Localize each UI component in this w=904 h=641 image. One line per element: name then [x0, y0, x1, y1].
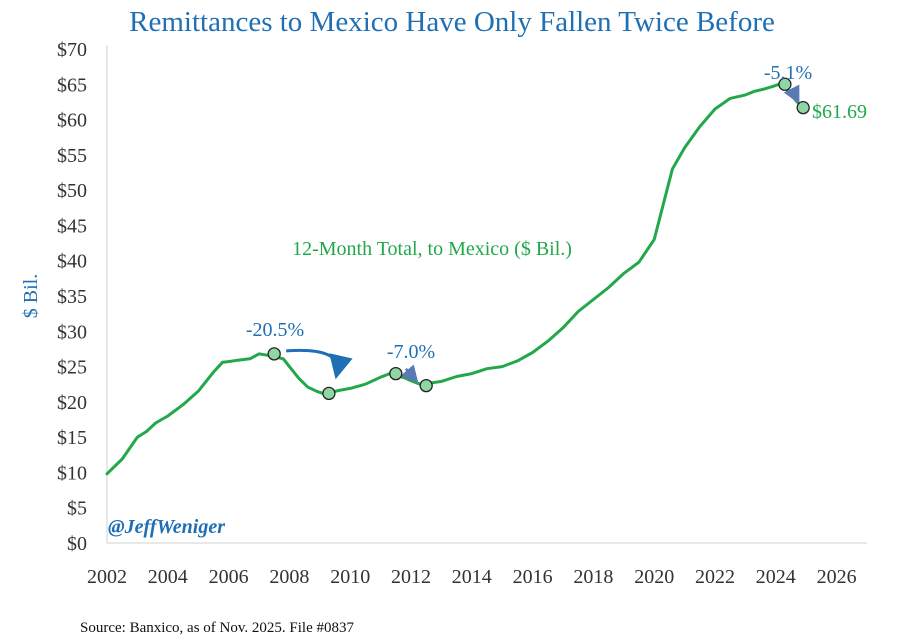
- arrow-layer: [286, 84, 800, 384]
- data-point-marker: [322, 386, 336, 401]
- y-tick-label: $65: [57, 74, 87, 96]
- y-tick-label: $25: [57, 357, 87, 379]
- y-tick-label: $60: [57, 110, 87, 132]
- x-tick-label: 2006: [209, 566, 249, 588]
- series-label: 12-Month Total, to Mexico ($ Bil.): [292, 238, 572, 260]
- marker-layer: [267, 77, 810, 401]
- watermark-handle: @JeffWeniger: [108, 516, 225, 538]
- data-point-marker: [778, 77, 792, 91]
- data-point-marker: [419, 378, 433, 393]
- y-tick-label: $20: [57, 392, 87, 414]
- x-tick-label: 2002: [87, 566, 127, 588]
- x-axis: 2002 2004 2006 2008 2010 2012 2014 2016 2018 2020…: [87, 542, 867, 588]
- x-tick-label: 2016: [513, 566, 553, 588]
- y-axis-label: $ Bil.: [20, 274, 42, 318]
- x-tick-label: 2020: [634, 566, 674, 588]
- y-tick-label: $15: [57, 427, 87, 449]
- y-tick-label: $10: [57, 462, 87, 484]
- y-tick-label: $55: [57, 145, 87, 167]
- data-point-marker: [796, 100, 810, 115]
- x-tick-label: 2018: [573, 566, 613, 588]
- y-tick-label: $50: [57, 180, 87, 202]
- data-point-marker: [389, 366, 403, 381]
- y-tick-label: $30: [57, 321, 87, 343]
- chart-title: Remittances to Mexico Have Only Fallen T…: [129, 6, 775, 38]
- drop-arrow: [783, 84, 800, 105]
- source-note: Source: Banxico, as of Nov. 2025. File #…: [80, 620, 354, 636]
- drop-arrow: [400, 364, 419, 384]
- x-tick-label: 2004: [148, 566, 188, 588]
- y-tick-label: $35: [57, 286, 87, 308]
- y-tick-label: $5: [67, 498, 87, 520]
- drop-arrow: [286, 348, 353, 380]
- series-line: [105, 82, 805, 476]
- y-tick-label: $0: [67, 533, 87, 555]
- x-tick-label: 2022: [695, 566, 735, 588]
- x-tick-label: 2024: [756, 566, 796, 588]
- x-tick-label: 2026: [817, 566, 857, 588]
- x-tick-label: 2010: [330, 566, 370, 588]
- y-axis: $0 $5 $10 $15 $20 $25 $30 $35 $40 $45 $50 $55 $60 $65…: [57, 39, 108, 555]
- x-tick-label: 2008: [269, 566, 309, 588]
- annotation-label: -7.0%: [387, 341, 435, 363]
- y-tick-label: $70: [57, 39, 87, 61]
- y-tick-label: $40: [57, 251, 87, 273]
- annotation-label: -5.1%: [764, 62, 812, 84]
- x-tick-label: 2012: [391, 566, 431, 588]
- y-tick-label: $45: [57, 215, 87, 237]
- x-tick-label: 2014: [452, 566, 492, 588]
- annotation-label: -20.5%: [246, 319, 304, 341]
- end-value-label: $61.69: [812, 101, 867, 123]
- series-layer: [105, 82, 805, 476]
- data-point-marker: [267, 347, 281, 361]
